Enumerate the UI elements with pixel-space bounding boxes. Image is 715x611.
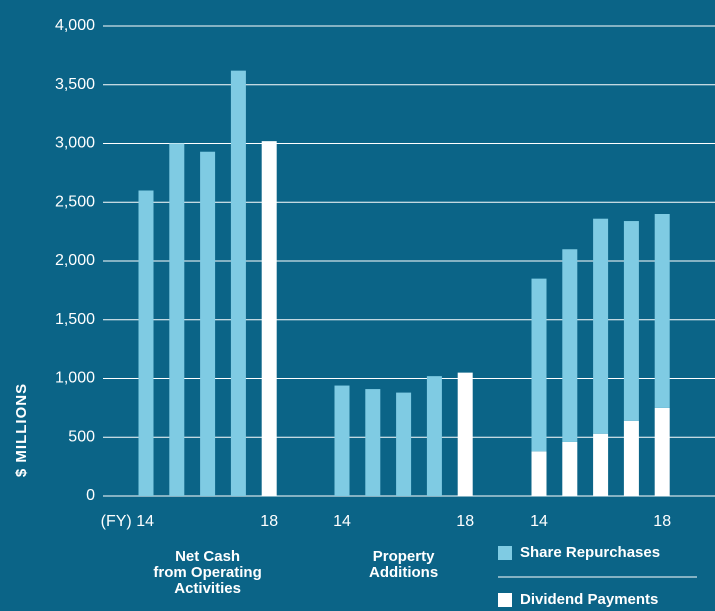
x-tick-label: 18: [653, 513, 671, 530]
group-label: Net Cash: [175, 548, 240, 565]
bar-segment: [531, 451, 547, 496]
x-tick-label: 18: [456, 513, 474, 530]
bar: [169, 143, 185, 496]
group-label: Property: [373, 548, 435, 565]
bar-segment: [623, 420, 639, 496]
bar-segment: [593, 218, 609, 434]
x-tick-label: 18: [260, 513, 278, 530]
legend-swatch: [498, 546, 512, 560]
y-tick-label: 0: [86, 487, 95, 504]
x-tick-label: (FY) 14: [101, 513, 154, 530]
bar: [138, 190, 154, 496]
y-tick-label: 2,500: [55, 193, 95, 210]
bar: [230, 70, 246, 497]
y-axis-label: $ MILLIONS: [13, 383, 30, 477]
legend-label: Share Repurchases: [520, 544, 660, 561]
bar-segment: [531, 278, 547, 452]
y-tick-label: 1,000: [55, 370, 95, 387]
y-tick-label: 3,000: [55, 135, 95, 152]
bar-segment: [623, 221, 639, 421]
x-tick-label: 14: [530, 513, 548, 530]
x-tick-label: 14: [333, 513, 351, 530]
bar: [261, 141, 277, 496]
bar-segment: [654, 407, 670, 496]
bar: [457, 372, 473, 496]
y-tick-label: 2,000: [55, 252, 95, 269]
bar: [426, 376, 442, 496]
legend-label: Dividend Payments: [520, 591, 658, 608]
bar: [334, 385, 350, 496]
bar-segment: [593, 433, 609, 496]
bar-segment: [654, 214, 670, 408]
group-label: Activities: [174, 580, 241, 597]
bar-segment: [562, 249, 578, 442]
legend-swatch: [498, 593, 512, 607]
y-tick-label: 1,500: [55, 311, 95, 328]
y-tick-label: 4,000: [55, 17, 95, 34]
y-tick-label: 500: [68, 428, 95, 445]
group-label: Additions: [369, 564, 438, 581]
y-tick-label: 3,500: [55, 76, 95, 93]
bar: [396, 392, 412, 496]
group-label: from Operating: [153, 564, 261, 581]
bar: [365, 389, 381, 496]
bar: [200, 151, 216, 496]
bar-segment: [562, 441, 578, 496]
